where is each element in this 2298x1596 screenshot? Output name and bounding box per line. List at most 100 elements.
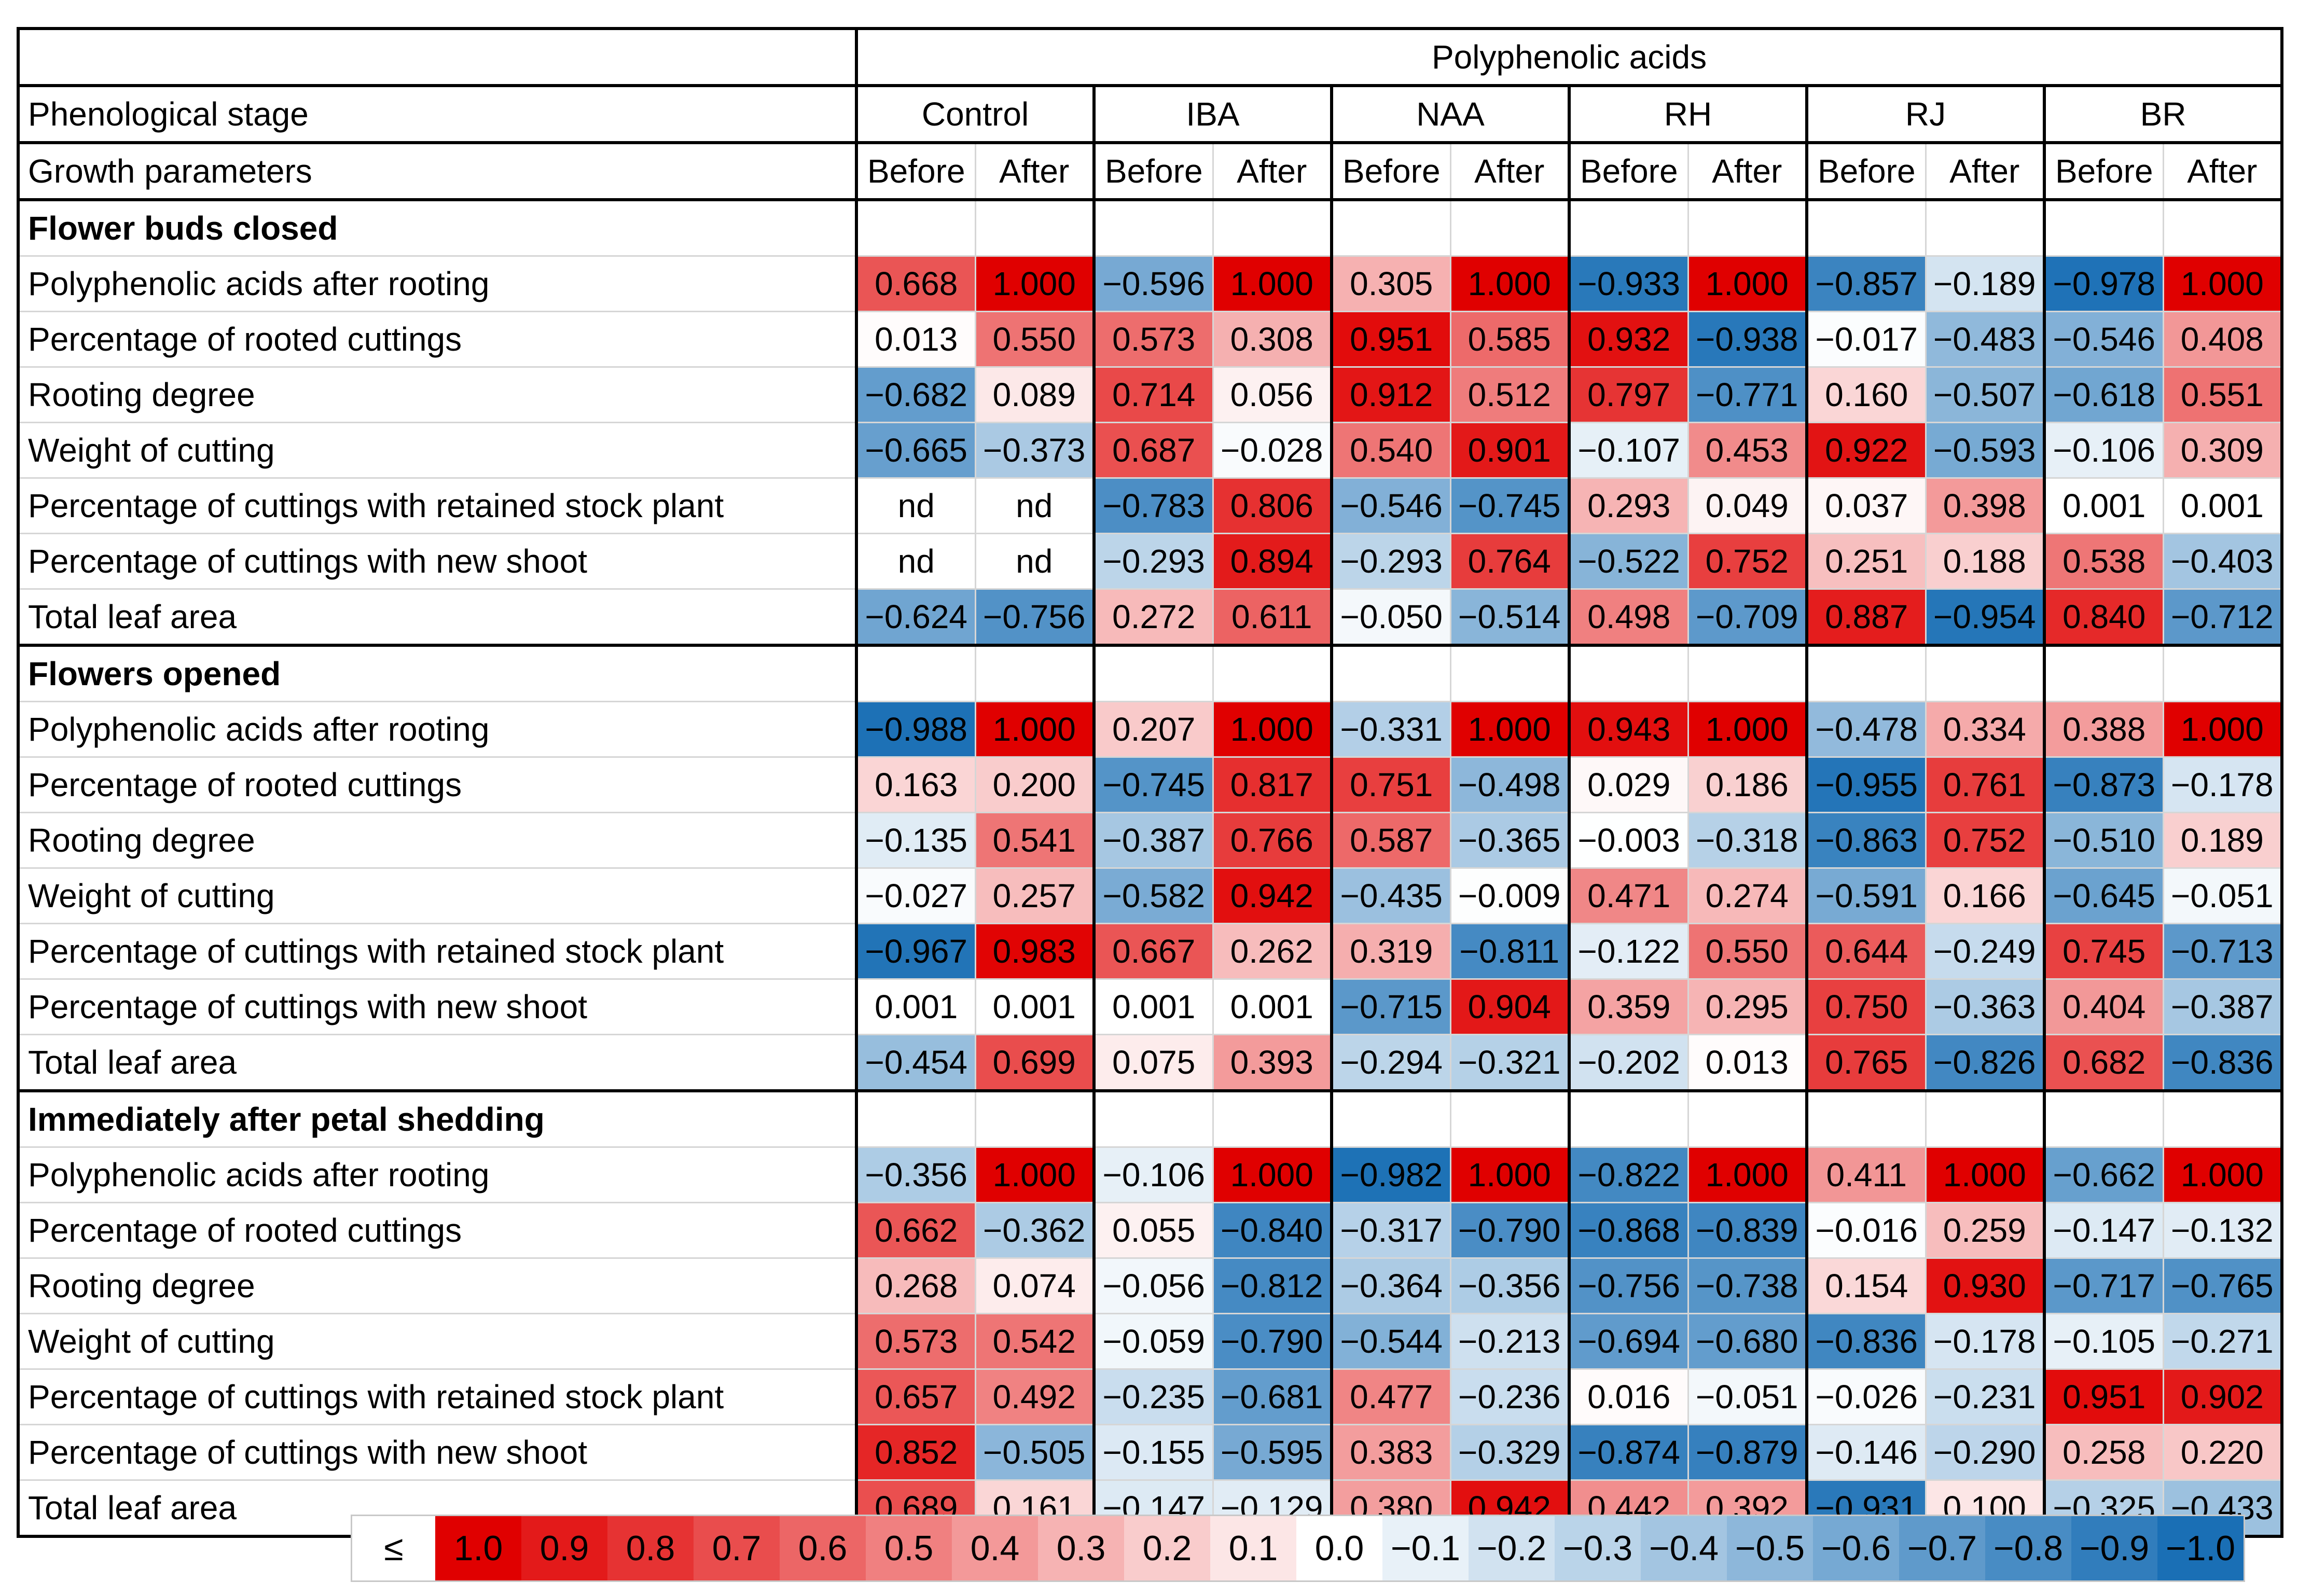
- data-row: Percentage of cuttings with new shoot nd n…: [17, 533, 2284, 589]
- growth-parameters-label: Growth parameters: [17, 141, 858, 200]
- heat-cell: −0.026: [1805, 1368, 1926, 1425]
- heat-cell: 0.220: [2162, 1424, 2284, 1480]
- heat-cell: 0.274: [1687, 867, 1807, 924]
- heat-cell: 0.251: [1805, 533, 1926, 589]
- heat-cell: −0.873: [2043, 756, 2163, 813]
- heat-cell: 0.037: [1805, 477, 1926, 534]
- before-header: Before: [2043, 141, 2163, 200]
- heat-cell: −0.189: [1925, 255, 2044, 312]
- row-label: Weight of cutting: [17, 422, 858, 478]
- heat-cell: 0.056: [1212, 366, 1332, 423]
- legend-swatch: 0.8: [607, 1516, 694, 1580]
- heat-cell: 0.295: [1687, 978, 1807, 1035]
- heat-cell: 0.013: [855, 311, 975, 367]
- legend-swatch: −0.8: [1985, 1516, 2071, 1580]
- heat-cell: −0.510: [2043, 812, 2163, 868]
- heat-cell: −0.249: [1925, 923, 2044, 979]
- heat-cell: −0.682: [855, 366, 975, 423]
- heat-cell: 0.388: [2043, 701, 2163, 757]
- heat-cell: −0.546: [1330, 477, 1450, 534]
- heat-cell: −0.514: [1449, 588, 1569, 645]
- heat-cell: 0.293: [1568, 477, 1688, 534]
- heat-cell: −0.933: [1568, 255, 1688, 312]
- legend-swatch: 0.0: [1296, 1516, 1382, 1580]
- heat-cell: 0.943: [1568, 701, 1688, 757]
- section-title: Immediately after petal shedding: [17, 1089, 858, 1147]
- heat-cell: −0.106: [2043, 422, 2163, 478]
- heat-cell: −0.988: [855, 701, 975, 757]
- heat-cell: 0.160: [1805, 366, 1926, 423]
- heat-cell: −0.027: [855, 867, 975, 924]
- heat-cell: 0.761: [1925, 756, 2044, 813]
- heat-cell: −0.712: [2162, 588, 2284, 645]
- heat-cell: −0.715: [1330, 978, 1450, 1035]
- heat-cell: −0.681: [1212, 1368, 1332, 1425]
- heat-cell: −0.955: [1805, 756, 1926, 813]
- heat-cell: −0.147: [2043, 1202, 2163, 1258]
- heat-cell: −0.373: [974, 422, 1094, 478]
- heat-cell: −0.387: [2162, 978, 2284, 1035]
- data-row: Polyphenolic acids after rooting −0.988 1.…: [17, 701, 2284, 757]
- heat-cell: 0.308: [1212, 311, 1332, 367]
- section-blank-cell: [2043, 1089, 2163, 1147]
- heat-cell: 0.001: [1212, 978, 1332, 1035]
- row-label: Percentage of rooted cuttings: [17, 756, 858, 813]
- heat-cell: 0.258: [2043, 1424, 2163, 1480]
- data-row: Rooting degree −0.135 0.541 −0.387 0.766 0.58…: [17, 812, 2284, 868]
- section-blank-cell: [2043, 198, 2163, 256]
- heat-cell: 1.000: [1212, 1146, 1332, 1203]
- heat-cell: 0.573: [1092, 311, 1213, 367]
- heat-cell: −0.879: [1687, 1424, 1807, 1480]
- section-blank-cell: [1092, 1089, 1213, 1147]
- heat-cell: −0.056: [1092, 1257, 1213, 1314]
- section-blank-cell: [1212, 1089, 1332, 1147]
- heat-cell: −0.982: [1330, 1146, 1450, 1203]
- section-blank-cell: [1805, 1089, 1926, 1147]
- legend-swatch: −1.0: [2157, 1516, 2244, 1580]
- section-blank-cell: [1092, 198, 1213, 256]
- heat-cell: −0.738: [1687, 1257, 1807, 1314]
- section-blank-cell: [1805, 644, 1926, 702]
- heat-cell: 0.319: [1330, 923, 1450, 979]
- heat-cell: 0.542: [974, 1313, 1094, 1369]
- data-row: Percentage of cuttings with new shoot 0.0…: [17, 978, 2284, 1035]
- heat-cell: −0.106: [1092, 1146, 1213, 1203]
- heat-cell: 0.411: [1805, 1146, 1926, 1203]
- section-blank-cell: [1092, 644, 1213, 702]
- heat-cell: −0.059: [1092, 1313, 1213, 1369]
- heat-cell: −0.356: [855, 1146, 975, 1203]
- heat-cell: 0.644: [1805, 923, 1926, 979]
- section-blank-cell: [974, 198, 1094, 256]
- heat-cell: 0.453: [1687, 422, 1807, 478]
- data-row: Rooting degree 0.268 0.074 −0.056 −0.812 −0.3…: [17, 1257, 2284, 1314]
- data-row: Rooting degree −0.682 0.089 0.714 0.056 0.912…: [17, 366, 2284, 423]
- legend-swatch: −0.1: [1382, 1516, 1469, 1580]
- heat-cell: 0.550: [1687, 923, 1807, 979]
- row-label: Percentage of cuttings with new shoot: [17, 533, 858, 589]
- heat-cell: 0.840: [2043, 588, 2163, 645]
- heat-cell: −0.178: [2162, 756, 2284, 813]
- heat-cell: 0.745: [2043, 923, 2163, 979]
- heat-cell: −0.765: [2162, 1257, 2284, 1314]
- after-header: After: [2162, 141, 2284, 200]
- after-header: After: [974, 141, 1094, 200]
- header-polyphenolic-acids: Polyphenolic acids: [854, 27, 2284, 86]
- heat-cell: 0.471: [1568, 867, 1688, 924]
- data-row: Total leaf area −0.624 −0.756 0.272 0.611 −0.…: [17, 588, 2284, 645]
- heat-cell: 0.334: [1925, 701, 2044, 757]
- heat-cell: −0.331: [1330, 701, 1450, 757]
- treatment-header-rh: RH: [1568, 84, 1807, 143]
- data-row: Polyphenolic acids after rooting 0.668 1.0…: [17, 255, 2284, 312]
- heat-cell: −0.498: [1449, 756, 1569, 813]
- treatment-header-rj: RJ: [1805, 84, 2044, 143]
- heat-cell: 1.000: [2162, 1146, 2284, 1203]
- heat-cell: nd: [974, 477, 1094, 534]
- row-label: Percentage of rooted cuttings: [17, 1202, 858, 1258]
- heat-cell: 0.930: [1925, 1257, 2044, 1314]
- row-label: Percentage of cuttings with retained sto…: [17, 477, 858, 534]
- heat-cell: 0.305: [1330, 255, 1450, 312]
- heat-cell: 0.166: [1925, 867, 2044, 924]
- heat-cell: 1.000: [974, 255, 1094, 312]
- heat-cell: 0.901: [1449, 422, 1569, 478]
- heat-cell: −0.811: [1449, 923, 1569, 979]
